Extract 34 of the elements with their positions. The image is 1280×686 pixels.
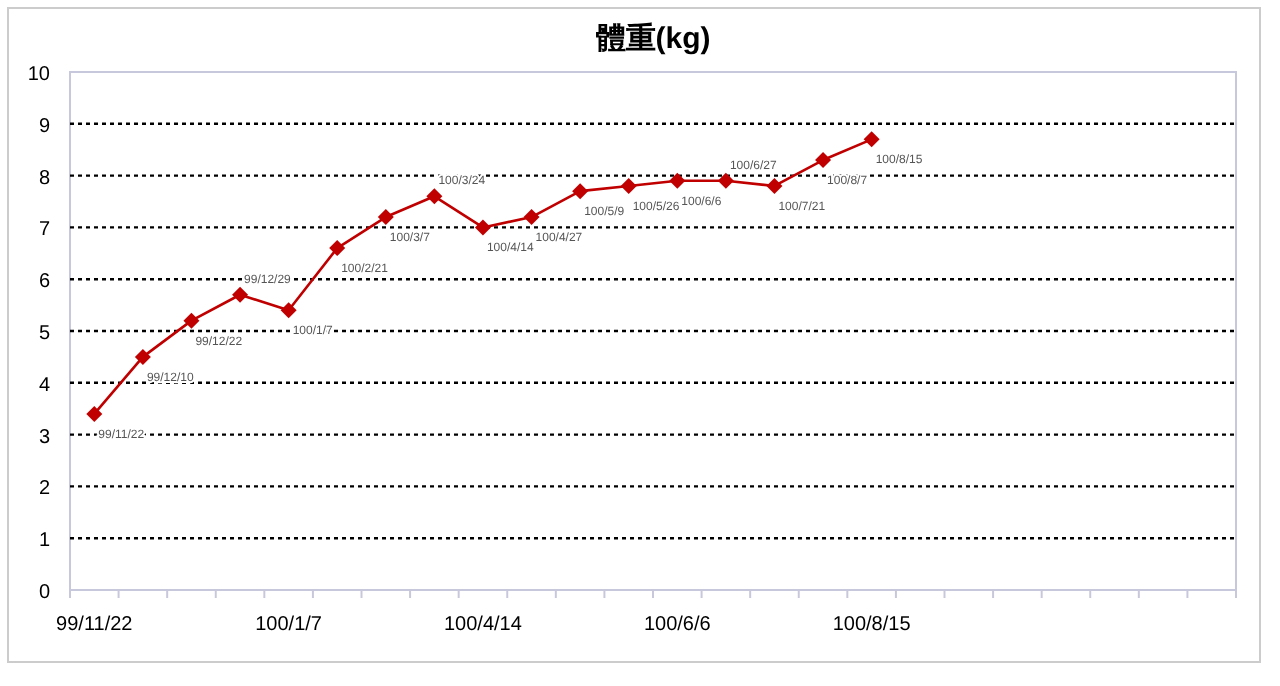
x-tick-label: 100/6/6 (643, 614, 712, 636)
x-tick-label: 100/8/15 (832, 614, 912, 636)
y-tick-label: 8 (38, 167, 51, 190)
point (669, 172, 686, 189)
y-tick-label: 10 (27, 64, 51, 86)
y-tick-label: 5 (38, 323, 51, 345)
x-tick-label: 100/4/14 (444, 614, 523, 636)
point (377, 209, 394, 226)
y-tick-label: 1 (38, 530, 51, 553)
point (572, 183, 589, 200)
y-tick-label: 3 (38, 426, 51, 449)
point (134, 348, 151, 365)
point (426, 188, 443, 205)
point (863, 131, 880, 148)
point (280, 302, 297, 319)
y-tick-label: 0 (38, 582, 51, 604)
y-tick-label: 2 (38, 478, 51, 501)
x-tick-label: 100/1/7 (255, 614, 323, 636)
point (86, 405, 103, 422)
y-tick-label: 4 (38, 374, 51, 397)
point (232, 286, 249, 303)
point (523, 209, 540, 226)
point (766, 177, 783, 194)
point (815, 152, 832, 169)
point (620, 177, 637, 194)
point (329, 240, 346, 257)
x-tick-label: 99/11/22 (56, 614, 134, 636)
point (183, 312, 200, 329)
y-tick-label: 9 (38, 115, 51, 138)
y-tick-label: 7 (38, 219, 51, 242)
y-tick-label: 6 (38, 271, 51, 294)
point (474, 219, 491, 236)
point (717, 172, 734, 189)
chart-title: 體重(kg) (595, 22, 711, 56)
